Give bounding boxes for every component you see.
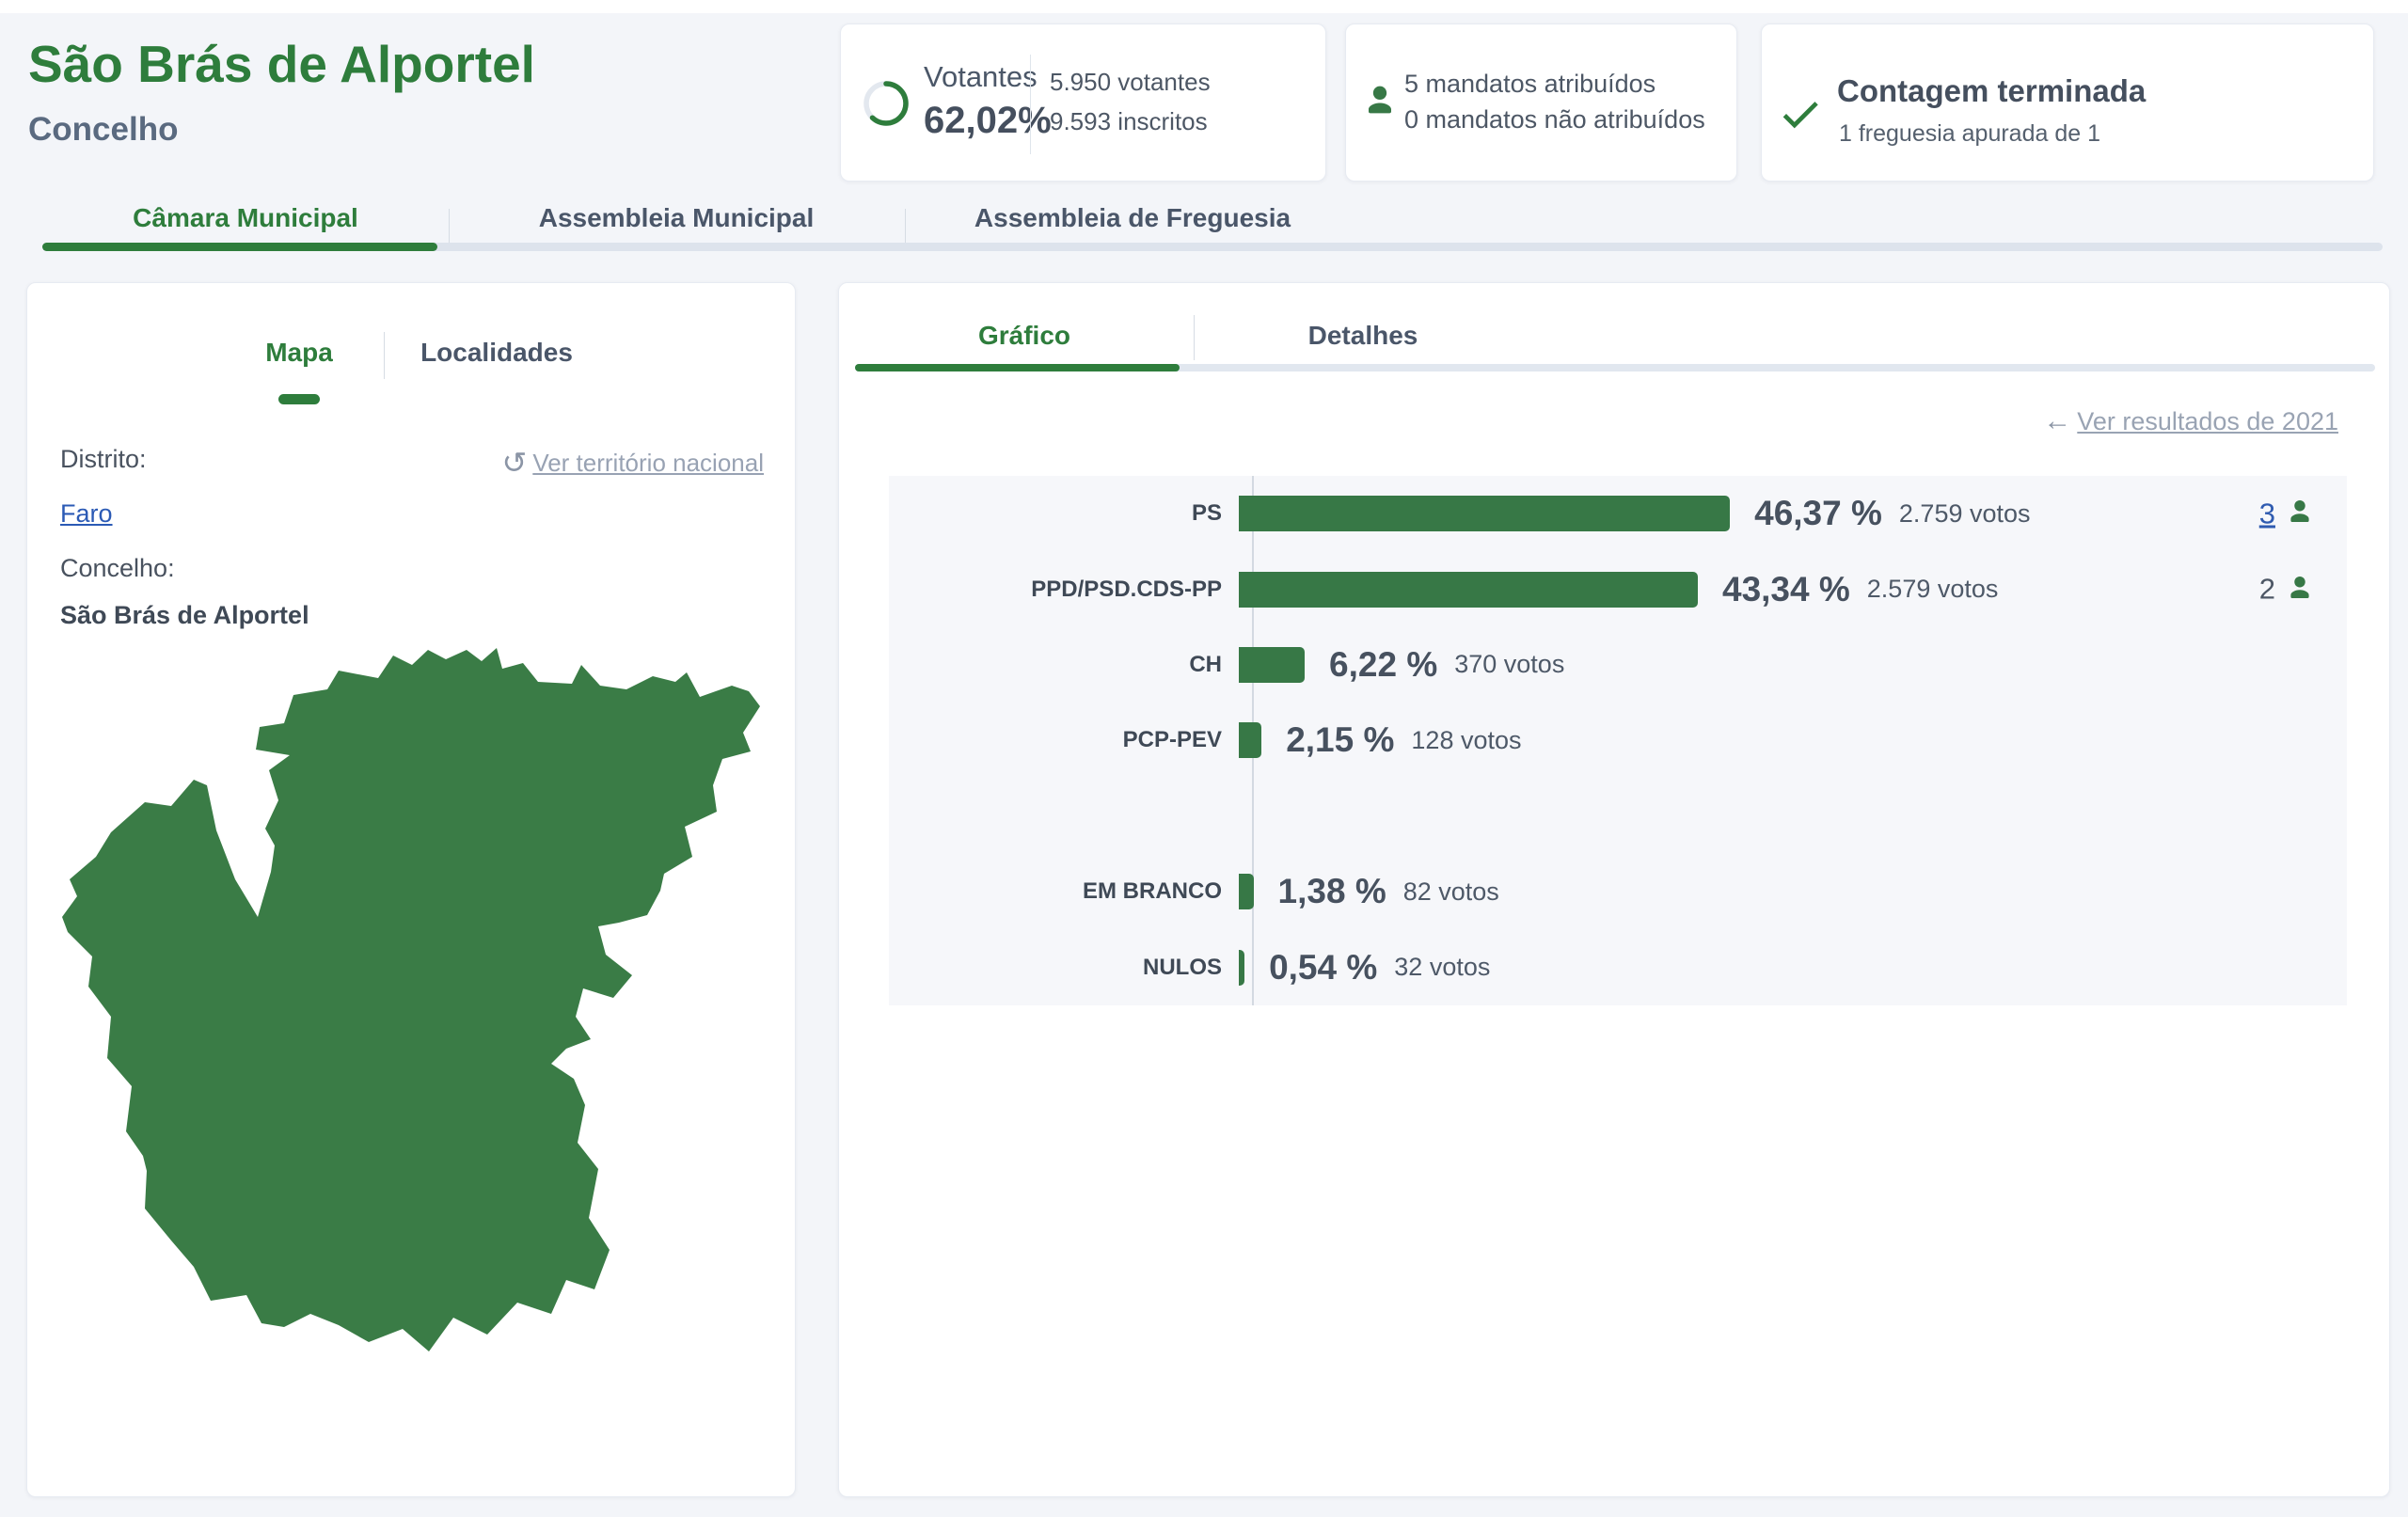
national-territory-link[interactable]: ↺ Ver território nacional [502,445,765,481]
tab-divider [905,209,906,246]
percent-label: 46,37 % [1754,494,1882,533]
turnout-percent: 62,02% [924,100,1052,141]
tab-camara-municipal[interactable]: Câmara Municipal [133,203,358,232]
percent-label: 0,54 % [1269,947,1378,987]
percent-label: 1,38 % [1277,872,1386,911]
party-label: PS [1191,500,1222,527]
chart-row: PS 46,37 % 2.759 votos 3 [889,476,2347,551]
votes-label: 370 votos [1454,650,1565,679]
person-icon [1369,86,1391,114]
status-title: Contagem terminada [1837,73,2147,108]
map-shape [62,648,760,1351]
result-bar [1239,874,1254,910]
turnout-card: Votantes 62,02% 5.950 votantes 9.593 ins… [840,24,1326,182]
result-bar [1239,722,1262,759]
results-tab-track [855,364,2375,371]
back-arrow-icon: ← [2043,405,2072,436]
tab-grafico[interactable]: Gráfico [977,321,1071,350]
tab-divider [1194,315,1195,360]
mandates-attributed: 5 mandatos atribuídos [1404,70,1656,98]
tab-detalhes[interactable]: Detalhes [1307,321,1418,350]
page-subtitle: Concelho [28,111,179,148]
votes-label: 82 votos [1402,877,1499,906]
check-icon [1782,102,1818,129]
mandates-not-attributed: 0 mandatos não atribuídos [1404,105,1705,134]
party-label: EM BRANCO [1083,878,1222,905]
mandates-count: 2 [2258,572,2275,606]
national-territory-link-label: Ver território nacional [532,449,764,477]
tab-mapa[interactable]: Mapa [265,338,333,367]
party-label: CH [1189,651,1222,677]
votes-label: 128 votos [1411,725,1522,754]
party-label: NULOS [1143,954,1222,980]
map-tab-active-indicator [278,394,320,404]
mandates: 2 [2259,572,2315,607]
page-title: São Brás de Alportel [28,35,535,93]
turnout-ring-icon [862,79,911,128]
party-label: PCP-PEV [1122,727,1222,753]
percent-label: 2,15 % [1286,720,1395,760]
tab-assembleia-de-freguesia[interactable]: Assembleia de Freguesia [974,203,1291,232]
votes-label: 32 votos [1394,953,1491,982]
percent-label: 6,22 % [1329,644,1438,684]
tab-divider [449,209,450,246]
results-bar-chart: PS 46,37 % 2.759 votos 3 PPD/PSD.CDS-PP … [889,476,2347,1005]
chart-row: NULOS 0,54 % 32 votos [889,929,2347,1004]
mandates-card: 5 mandatos atribuídos 0 mandatos não atr… [1345,24,1737,182]
mandates: 3 [2259,497,2315,531]
status-card: Contagem terminada 1 freguesia apurada d… [1761,24,2374,182]
status-subtitle: 1 freguesia apurada de 1 [1839,120,2100,147]
result-bar [1239,571,1698,608]
results-tab-active-indicator [855,364,1180,371]
map-panel: Mapa Localidades Distrito: ↺ Ver territór… [26,282,796,1497]
chart-row: PPD/PSD.CDS-PP 43,34 % 2.579 votos 2 [889,551,2347,626]
district-link[interactable]: Faro [60,499,113,528]
district-label: Distrito: [60,445,147,473]
chart-row: PCP-PEV 2,15 % 128 votos [889,703,2347,778]
person-icon [2275,497,2315,531]
percent-label: 43,34 % [1722,569,1850,608]
votes-label: 2.579 votos [1866,575,1999,604]
results-2021-link-label: Ver resultados de 2021 [2077,407,2338,435]
municipality-map[interactable] [55,642,763,1357]
result-bar [1239,646,1306,683]
person-icon [2275,572,2315,607]
main-tab-track [42,243,2383,251]
registered-count: 9.593 inscritos [1050,107,1208,135]
mandates-count[interactable]: 3 [2258,497,2275,530]
party-label: PPD/PSD.CDS-PP [1031,576,1222,602]
results-2021-link[interactable]: ← Ver resultados de 2021 [2043,405,2338,437]
tab-localidades[interactable]: Localidades [420,338,573,367]
votes-label: 2.759 votos [1898,498,2031,528]
rotate-left-icon: ↺ [501,446,528,480]
results-panel: Gráfico Detalhes ← Ver resultados de 2021… [838,282,2390,1497]
result-bar [1239,496,1731,532]
voters-count: 5.950 votantes [1050,68,1211,96]
main-tab-active-indicator [42,243,437,251]
municipality-name: São Brás de Alportel [60,601,309,629]
municipality-label: Concelho: [60,554,175,582]
turnout-label: Votantes [924,60,1038,93]
chart-row: CH 6,22 % 370 votos [889,627,2347,703]
tab-divider [384,332,385,379]
chart-row: EM BRANCO 1,38 % 82 votos [889,854,2347,929]
top-strip [0,0,2408,13]
result-bar [1239,949,1245,986]
card-divider [1030,55,1031,154]
tab-assembleia-municipal[interactable]: Assembleia Municipal [538,203,815,232]
